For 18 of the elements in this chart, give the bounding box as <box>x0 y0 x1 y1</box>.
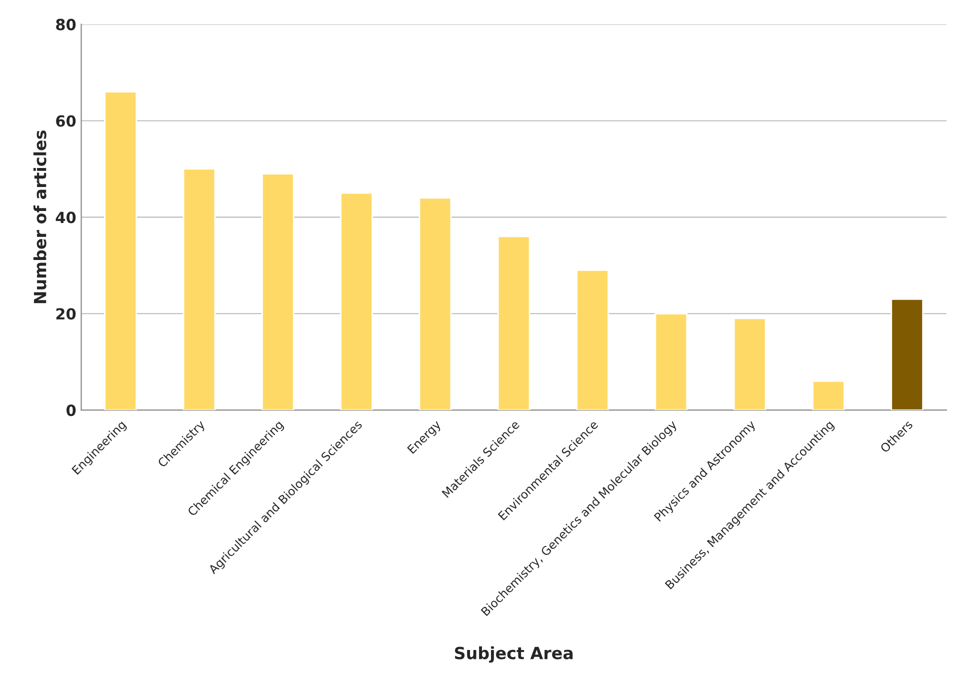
bar <box>182 168 216 410</box>
y-tick-label: 60 <box>56 115 76 127</box>
x-axis-title: Subject Area <box>454 646 573 663</box>
bar <box>654 312 688 410</box>
bar <box>812 380 845 410</box>
y-axis-title: Number of articles <box>33 130 46 304</box>
y-tick-label: 40 <box>56 212 76 224</box>
bar <box>104 91 138 410</box>
bar <box>576 270 609 410</box>
y-tick-label: 80 <box>56 18 76 30</box>
bar <box>497 236 530 410</box>
y-tick-label: 0 <box>66 404 76 416</box>
bar <box>733 318 766 410</box>
bar <box>340 192 373 410</box>
bar <box>261 173 294 410</box>
bar <box>418 197 452 410</box>
y-tick-label: 20 <box>56 308 76 320</box>
bar <box>890 298 924 410</box>
